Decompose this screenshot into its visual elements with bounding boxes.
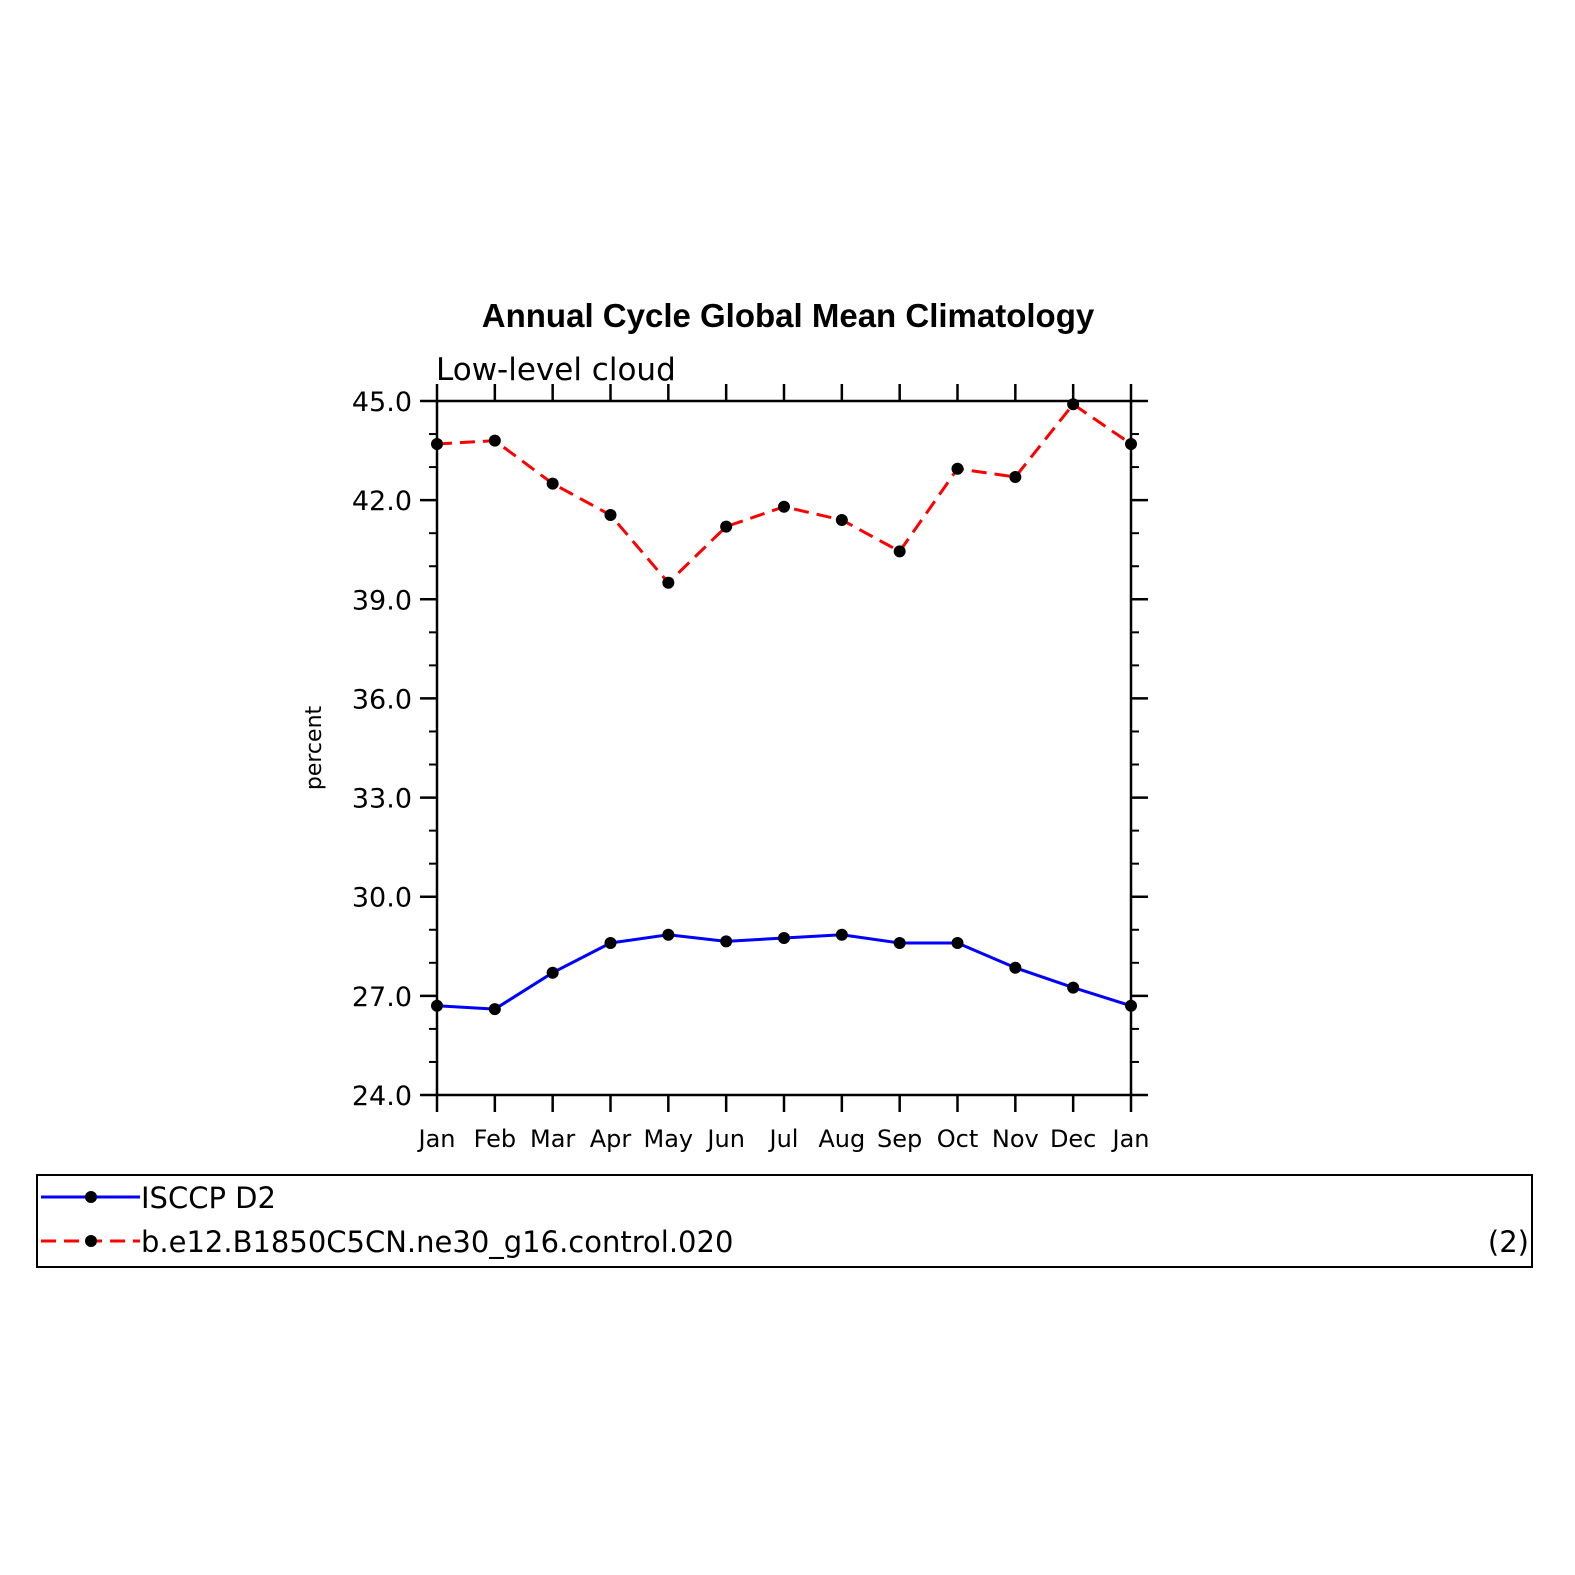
series-2-point bbox=[431, 437, 443, 450]
series-2-point bbox=[546, 477, 559, 490]
axes: Jan Feb Mar Apr May Jun Jul Aug Sep Oct Nov Dec Jan2… bbox=[352, 384, 1150, 1153]
legend-label-1: ISCCP D2 bbox=[141, 1181, 276, 1215]
x-tick-label: Jan bbox=[417, 1125, 456, 1153]
series-2-point bbox=[604, 509, 617, 522]
series-2-point bbox=[835, 513, 848, 526]
x-tick-label: Jul bbox=[768, 1125, 799, 1153]
y-axis-label: percent bbox=[302, 705, 327, 790]
series-1-point bbox=[546, 966, 559, 979]
series-line-2 bbox=[436, 402, 1132, 585]
x-tick-label: Apr bbox=[590, 1125, 632, 1153]
series-2-point bbox=[1125, 437, 1137, 450]
y-tick-label: 24.0 bbox=[352, 1081, 412, 1112]
series-2-point bbox=[778, 500, 790, 513]
series-2-point bbox=[893, 545, 906, 558]
series-1-point bbox=[604, 936, 617, 949]
chart-subtitle: Low-level cloud bbox=[436, 352, 676, 388]
y-tick-label: 36.0 bbox=[352, 684, 412, 715]
series-2-point bbox=[488, 434, 501, 447]
series-1-point bbox=[893, 936, 906, 949]
x-tick-label: Dec bbox=[1050, 1125, 1096, 1153]
x-tick-label: Oct bbox=[937, 1125, 979, 1153]
series-1-point bbox=[720, 935, 733, 948]
y-tick-label: 33.0 bbox=[352, 784, 412, 815]
x-tick-label: Jan bbox=[1111, 1125, 1150, 1153]
y-tick-label: 45.0 bbox=[352, 387, 412, 418]
series-2-point bbox=[1067, 398, 1080, 411]
series-2-point bbox=[662, 576, 675, 589]
y-tick-label: 30.0 bbox=[352, 883, 412, 914]
series-1-point bbox=[951, 936, 964, 949]
series-1-point bbox=[835, 928, 848, 941]
series-1-point bbox=[488, 1003, 501, 1016]
x-tick-label: Aug bbox=[818, 1125, 865, 1153]
x-tick-label: Mar bbox=[530, 1125, 575, 1153]
legend-box bbox=[36, 1174, 1533, 1268]
y-tick-label: 27.0 bbox=[352, 982, 412, 1013]
legend-marker-1 bbox=[85, 1191, 97, 1203]
series-2-point bbox=[1009, 471, 1022, 484]
y-tick-label: 42.0 bbox=[352, 486, 412, 517]
series-2-point bbox=[951, 462, 964, 475]
series-1-point bbox=[1009, 961, 1022, 974]
series-1-point bbox=[1125, 999, 1137, 1012]
x-tick-label: May bbox=[644, 1125, 694, 1153]
x-tick-label: Nov bbox=[992, 1125, 1039, 1153]
legend-note: (2) bbox=[1488, 1225, 1529, 1259]
series-layer bbox=[431, 398, 1137, 1016]
series-1-point bbox=[662, 928, 675, 941]
x-tick-label: Feb bbox=[474, 1125, 517, 1153]
y-tick-label: 39.0 bbox=[352, 585, 412, 616]
x-tick-label: Sep bbox=[877, 1125, 922, 1153]
series-1-point bbox=[1067, 981, 1080, 994]
x-tick-label: Jun bbox=[705, 1125, 745, 1153]
series-line-1 bbox=[436, 933, 1132, 1011]
series-1-point bbox=[778, 932, 790, 945]
legend-label-2: b.e12.B1850C5CN.ne30_g16.control.020 bbox=[141, 1225, 733, 1259]
chart-title: Annual Cycle Global Mean Climatology bbox=[482, 297, 1095, 334]
series-1-point bbox=[431, 999, 443, 1012]
legend: ISCCP D2 b.e12.B1850C5CN.ne30_g16.control… bbox=[36, 1174, 1533, 1268]
legend-marker-2 bbox=[85, 1235, 97, 1247]
series-2-point bbox=[720, 520, 733, 533]
